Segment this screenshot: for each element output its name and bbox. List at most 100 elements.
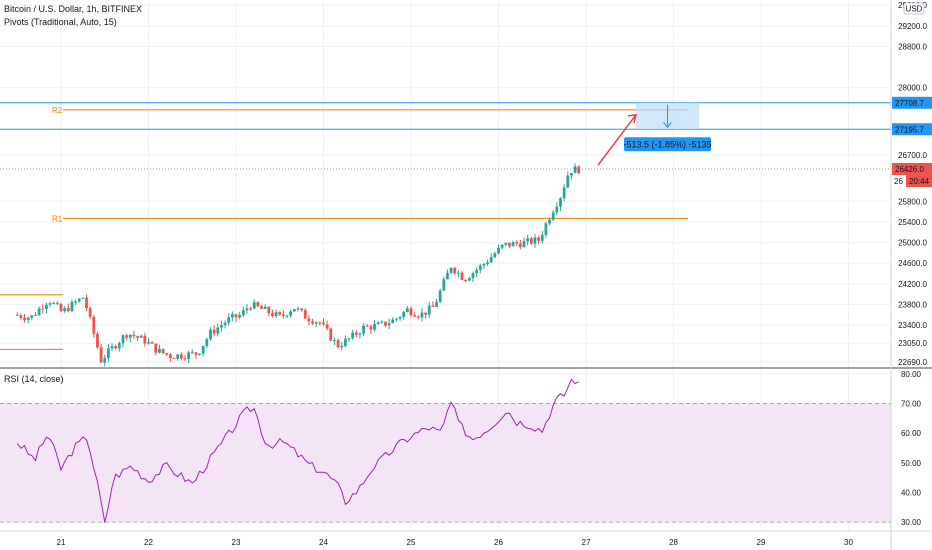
candle[interactable] (362, 325, 366, 334)
candle[interactable] (234, 314, 238, 318)
candle[interactable] (154, 343, 158, 353)
candle[interactable] (161, 348, 165, 354)
candle[interactable] (212, 329, 216, 334)
candle[interactable] (427, 305, 431, 315)
candle[interactable] (329, 328, 333, 341)
candle[interactable] (369, 326, 373, 330)
candle[interactable] (431, 305, 435, 307)
candle[interactable] (15, 314, 19, 316)
candle[interactable] (467, 278, 471, 281)
candle[interactable] (92, 316, 96, 334)
candle[interactable] (132, 334, 136, 337)
candle[interactable] (384, 321, 387, 326)
candle[interactable] (183, 358, 187, 360)
candle[interactable] (147, 342, 150, 344)
candle[interactable] (26, 317, 30, 320)
candle[interactable] (77, 298, 81, 302)
candle[interactable] (438, 290, 442, 302)
candle[interactable] (41, 308, 45, 310)
candle[interactable] (373, 324, 376, 330)
candle[interactable] (165, 353, 169, 355)
candle[interactable] (139, 335, 143, 338)
candle[interactable] (340, 346, 344, 348)
candle[interactable] (318, 322, 322, 324)
candle[interactable] (289, 311, 293, 316)
candle[interactable] (190, 352, 194, 354)
candle[interactable] (435, 301, 438, 307)
candle[interactable] (391, 319, 395, 324)
time-axis[interactable]: 21 22 23 24 25 26 27 28 29 30 (57, 538, 854, 547)
candle[interactable] (136, 336, 139, 338)
candle[interactable] (555, 206, 559, 213)
candle[interactable] (493, 253, 497, 258)
position-tool[interactable]: -513.5 (-1.85%) -5135 (0, 102, 891, 152)
candle[interactable] (249, 308, 252, 310)
candle[interactable] (168, 354, 172, 359)
candle[interactable] (343, 338, 347, 347)
candle[interactable] (486, 262, 489, 265)
candle[interactable] (223, 322, 227, 326)
candle[interactable] (241, 310, 245, 315)
candle[interactable] (303, 310, 307, 319)
candle[interactable] (85, 297, 88, 309)
candle[interactable] (325, 324, 329, 329)
rsi-axis[interactable]: 80.00 70.00 60.00 50.00 40.00 30.00 (901, 370, 922, 527)
candle[interactable] (358, 333, 362, 335)
candle[interactable] (398, 316, 402, 319)
candle[interactable] (37, 308, 41, 316)
candle[interactable] (45, 304, 48, 310)
candle[interactable] (230, 314, 234, 318)
candle[interactable] (336, 340, 340, 348)
candle[interactable] (172, 358, 176, 360)
candle[interactable] (566, 175, 570, 188)
candle[interactable] (292, 309, 296, 312)
candle[interactable] (34, 315, 37, 317)
candle[interactable] (413, 315, 417, 317)
candle[interactable] (66, 307, 70, 312)
candle[interactable] (125, 335, 129, 338)
candle[interactable] (489, 257, 493, 263)
candle[interactable] (307, 318, 311, 322)
candle[interactable] (380, 321, 384, 323)
candle[interactable] (475, 269, 479, 273)
candle[interactable] (285, 315, 289, 317)
candle[interactable] (128, 334, 132, 338)
candle[interactable] (533, 237, 537, 244)
candle[interactable] (23, 318, 26, 320)
candle[interactable] (522, 241, 526, 248)
candle[interactable] (52, 302, 56, 304)
candle[interactable] (143, 335, 147, 344)
candle[interactable] (179, 354, 183, 359)
candle[interactable] (405, 308, 409, 312)
candle[interactable] (478, 265, 482, 270)
candle[interactable] (70, 301, 74, 312)
candle[interactable] (456, 272, 460, 274)
candle[interactable] (460, 272, 464, 280)
candle[interactable] (158, 348, 161, 353)
candle[interactable] (518, 243, 522, 248)
candle[interactable] (537, 237, 541, 241)
candle[interactable] (245, 308, 249, 311)
candle[interactable] (424, 312, 427, 315)
candles[interactable] (15, 163, 581, 367)
candle[interactable] (562, 187, 566, 199)
candle[interactable] (544, 223, 548, 235)
candle[interactable] (194, 352, 198, 355)
candle[interactable] (442, 279, 446, 291)
symbol-legend[interactable]: Bitcoin / U.S. Dollar, 1h, BITFINEX (4, 4, 142, 14)
candle[interactable] (504, 242, 508, 245)
candle[interactable] (333, 340, 336, 342)
candle[interactable] (278, 312, 282, 315)
candle[interactable] (300, 308, 304, 311)
candle[interactable] (416, 316, 420, 318)
candle[interactable] (238, 314, 242, 318)
candle[interactable] (220, 325, 223, 328)
candle[interactable] (573, 166, 577, 174)
candle[interactable] (81, 297, 85, 299)
candle[interactable] (55, 302, 59, 304)
candle[interactable] (376, 322, 380, 325)
candle[interactable] (559, 198, 562, 207)
candle[interactable] (387, 323, 391, 326)
candle[interactable] (48, 303, 52, 305)
